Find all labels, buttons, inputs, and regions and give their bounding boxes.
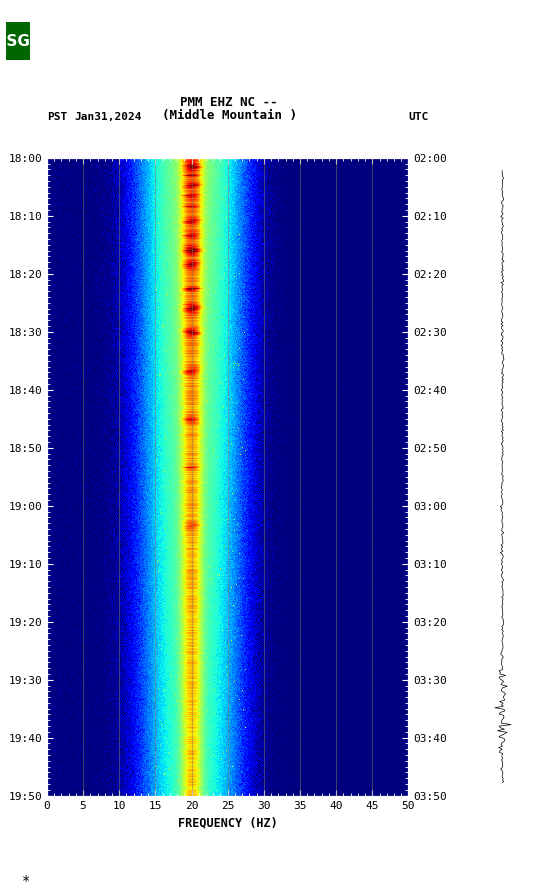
Text: PMM EHZ NC --: PMM EHZ NC -- <box>181 95 278 109</box>
Text: *: * <box>22 874 30 888</box>
Text: (Middle Mountain ): (Middle Mountain ) <box>162 109 296 122</box>
Text: PST: PST <box>47 112 67 122</box>
X-axis label: FREQUENCY (HZ): FREQUENCY (HZ) <box>178 816 278 829</box>
FancyBboxPatch shape <box>6 22 30 60</box>
Text: USGS: USGS <box>0 34 41 48</box>
Text: Jan31,2024: Jan31,2024 <box>75 112 142 122</box>
Text: UTC: UTC <box>408 112 429 122</box>
